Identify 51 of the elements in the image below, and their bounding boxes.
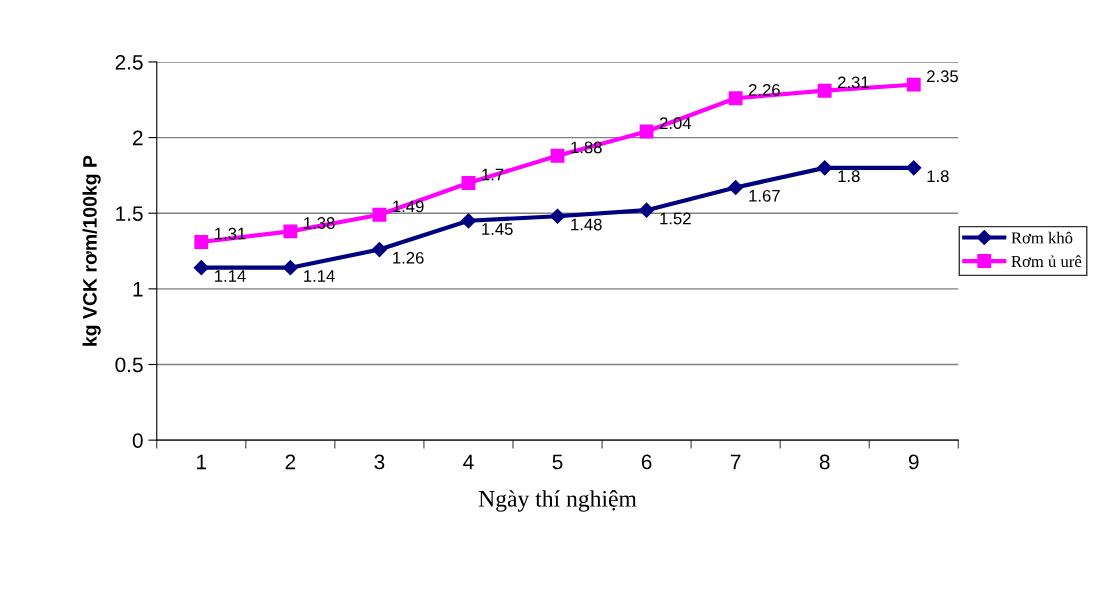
point xyxy=(371,241,387,258)
data-label: 1.52 xyxy=(660,212,691,225)
data-label: 1.26 xyxy=(393,251,424,264)
point xyxy=(549,208,566,224)
data-label: 1.48 xyxy=(571,218,602,231)
point xyxy=(639,202,655,218)
point xyxy=(372,207,387,222)
data-label: 2.31 xyxy=(838,76,869,89)
x-tick-label: 7 xyxy=(730,454,741,470)
data-label: 2.26 xyxy=(748,83,780,96)
x-tick-label: 2 xyxy=(285,454,296,470)
point xyxy=(728,91,743,106)
point xyxy=(639,124,654,139)
point xyxy=(282,260,298,276)
data-label: 1.45 xyxy=(482,223,513,235)
y-tick-label: 1.5 xyxy=(116,206,143,221)
point xyxy=(283,224,298,239)
y-tick-label: 0 xyxy=(132,433,143,448)
point xyxy=(460,213,477,229)
point xyxy=(817,160,833,176)
point xyxy=(194,235,209,249)
point xyxy=(906,77,921,92)
point xyxy=(817,83,832,98)
data-label: 1.67 xyxy=(749,189,780,202)
point xyxy=(906,160,922,176)
legend-label: Rơm khô xyxy=(1011,231,1073,244)
x-tick-label: 8 xyxy=(819,454,830,470)
x-tick-label: 6 xyxy=(641,454,652,470)
x-tick-label: 9 xyxy=(908,454,919,470)
data-label: 1.8 xyxy=(838,170,860,183)
y-tick-label: 1 xyxy=(133,282,143,297)
x-tick-label: 4 xyxy=(463,454,474,470)
data-label: 1.88 xyxy=(571,141,602,154)
data-label: 1.14 xyxy=(304,270,335,282)
data-label: 1.31 xyxy=(215,227,246,240)
data-label: 1.14 xyxy=(215,270,246,282)
x-axis-title: Ngày thí nghiệm xyxy=(478,490,637,512)
point xyxy=(461,176,476,190)
point xyxy=(193,260,209,276)
y-tick-label: 2.5 xyxy=(115,54,143,70)
point xyxy=(728,179,744,196)
legend-label: Rơm ủ urê xyxy=(1011,255,1082,268)
data-label: 2.35 xyxy=(927,70,958,83)
x-tick-label: 5 xyxy=(552,454,563,470)
y-axis-title: kg VCK rơm/100kg P xyxy=(82,155,101,346)
point xyxy=(550,148,565,163)
y-tick-label: 0.5 xyxy=(115,357,143,373)
data-label: 1.8 xyxy=(927,170,949,183)
y-tick-label: 2 xyxy=(133,130,143,146)
x-tick-label: 1 xyxy=(197,454,207,470)
x-tick-label: 3 xyxy=(374,454,385,470)
